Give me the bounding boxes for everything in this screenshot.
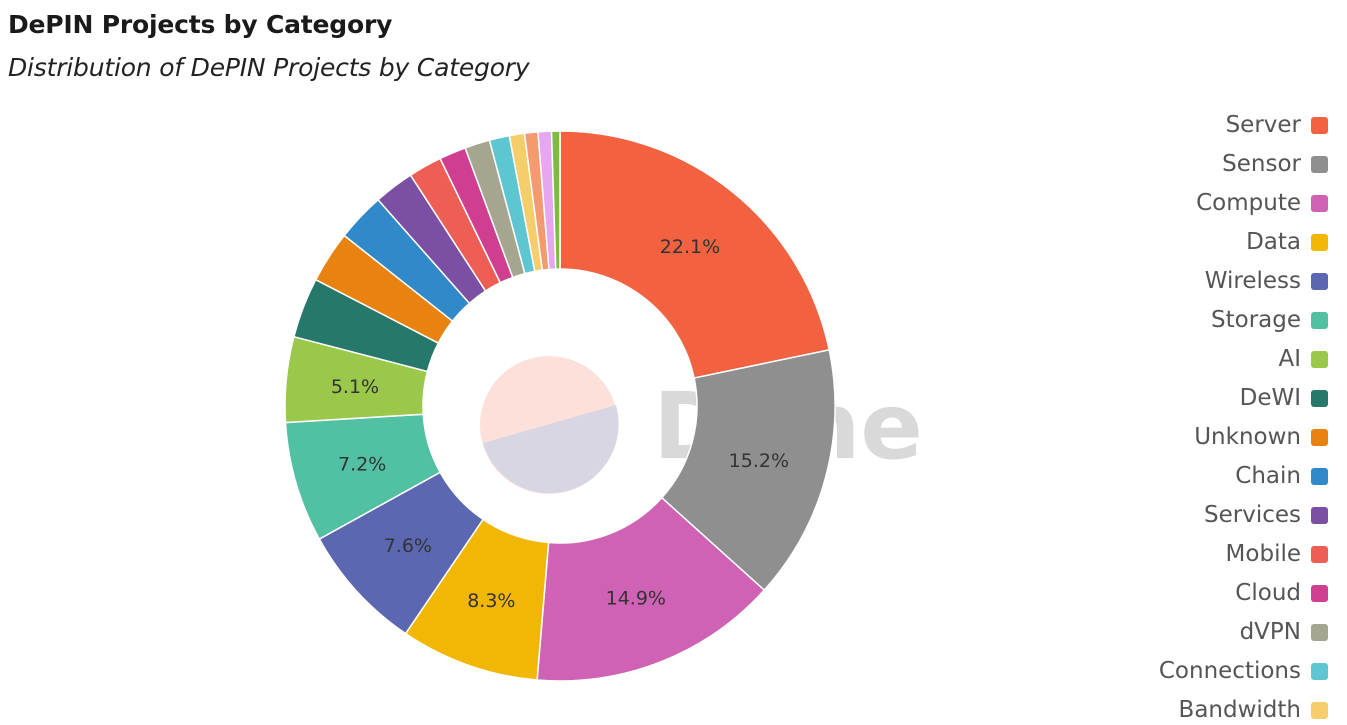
legend-label: AI bbox=[1278, 346, 1301, 372]
legend-item[interactable]: DeWI bbox=[1240, 383, 1328, 413]
legend-label: Cloud bbox=[1235, 580, 1301, 606]
legend-label: Server bbox=[1225, 112, 1301, 138]
slice-label: 15.2% bbox=[729, 450, 789, 472]
legend-label: Mobile bbox=[1225, 541, 1301, 567]
legend-swatch bbox=[1311, 584, 1328, 602]
legend-swatch bbox=[1311, 662, 1328, 680]
legend-swatch bbox=[1311, 545, 1328, 563]
legend-label: Compute bbox=[1196, 190, 1301, 216]
legend-item[interactable]: Storage bbox=[1211, 305, 1328, 335]
legend-label: DeWI bbox=[1239, 385, 1301, 411]
donut-chart[interactable]: Dune 22.1%15.2%14.9%8.3%7.6%7.2%5.1% bbox=[0, 0, 1020, 725]
legend-item[interactable]: Connections bbox=[1159, 656, 1328, 686]
legend-swatch bbox=[1311, 350, 1328, 368]
legend-item[interactable]: dVPN bbox=[1240, 617, 1328, 647]
legend-swatch bbox=[1311, 116, 1328, 134]
legend-label: Sensor bbox=[1222, 151, 1301, 177]
legend-swatch bbox=[1311, 155, 1328, 173]
legend-label: dVPN bbox=[1239, 619, 1301, 645]
legend-swatch bbox=[1311, 233, 1328, 251]
chart-title: DePIN Projects by Category bbox=[8, 10, 393, 39]
slice-compute[interactable] bbox=[536, 496, 766, 682]
legend-label: Services bbox=[1204, 502, 1301, 528]
chart-subtitle: Distribution of DePIN Projects by Catego… bbox=[8, 53, 530, 82]
legend-item[interactable]: Chain bbox=[1235, 461, 1328, 491]
legend-item[interactable]: Unknown bbox=[1194, 422, 1328, 452]
legend-swatch bbox=[1311, 506, 1328, 524]
legend-item[interactable]: Cloud bbox=[1235, 578, 1328, 608]
legend-swatch bbox=[1311, 389, 1328, 407]
legend-label: Wireless bbox=[1204, 268, 1301, 294]
slice-label: 5.1% bbox=[331, 376, 379, 398]
legend-item[interactable]: Bandwidth bbox=[1179, 695, 1328, 725]
legend-item[interactable]: Server bbox=[1226, 110, 1328, 140]
legend-label: Chain bbox=[1235, 463, 1301, 489]
legend-swatch bbox=[1311, 272, 1328, 290]
legend-item[interactable]: AI bbox=[1278, 344, 1328, 374]
legend-item[interactable]: Wireless bbox=[1205, 266, 1328, 296]
slice-other-18[interactable] bbox=[550, 130, 561, 270]
legend-swatch bbox=[1311, 701, 1328, 719]
slice-label: 7.6% bbox=[384, 535, 432, 557]
slice-label: 8.3% bbox=[467, 590, 515, 612]
watermark-logo-wave bbox=[483, 405, 619, 494]
slice-label: 7.2% bbox=[338, 453, 386, 475]
legend-swatch bbox=[1311, 194, 1328, 212]
legend-swatch bbox=[1311, 428, 1328, 446]
legend-item[interactable]: Sensor bbox=[1222, 149, 1328, 179]
legend-item[interactable]: Compute bbox=[1196, 188, 1328, 218]
slice-label: 22.1% bbox=[660, 236, 720, 258]
legend-swatch bbox=[1311, 467, 1328, 485]
legend-item[interactable]: Mobile bbox=[1226, 539, 1328, 569]
legend-item[interactable]: Data bbox=[1246, 227, 1328, 257]
legend-swatch bbox=[1311, 623, 1328, 641]
slice-sensor[interactable] bbox=[660, 349, 836, 592]
slice-label: 14.9% bbox=[606, 588, 666, 610]
legend-label: Bandwidth bbox=[1178, 697, 1301, 723]
slice-server[interactable] bbox=[559, 130, 831, 379]
legend-label: Unknown bbox=[1194, 424, 1301, 450]
legend-item[interactable]: Services bbox=[1204, 500, 1328, 530]
legend-label: Data bbox=[1246, 229, 1301, 255]
legend-swatch bbox=[1311, 311, 1328, 329]
legend-label: Connections bbox=[1158, 658, 1301, 684]
legend-label: Storage bbox=[1211, 307, 1301, 333]
